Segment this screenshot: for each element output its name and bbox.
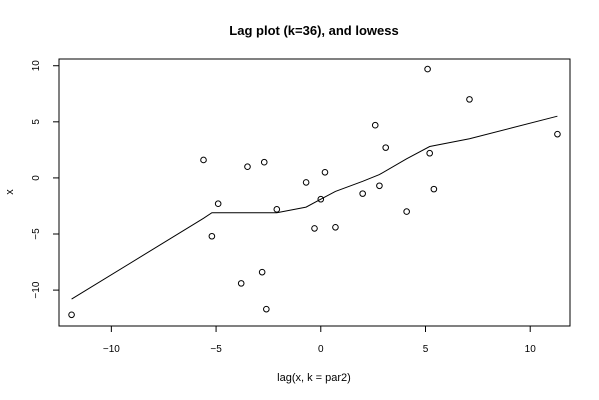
- data-point: [466, 96, 473, 103]
- data-point: [200, 156, 207, 164]
- data-point: [237, 280, 245, 287]
- y-tick-label: 5: [31, 119, 42, 125]
- data-point: [263, 305, 270, 313]
- chart-title: Lag plot (k=36), and lowess: [229, 23, 398, 38]
- lowess-line: [71, 115, 558, 300]
- data-point: [258, 268, 266, 276]
- data-point: [332, 223, 339, 231]
- data-point: [208, 232, 216, 240]
- data-point: [260, 158, 268, 166]
- data-point: [426, 149, 433, 157]
- y-tick-label: 0: [31, 175, 42, 181]
- data-point: [371, 121, 379, 129]
- data-point: [214, 200, 222, 208]
- y-axis: −10 −5 0 5 10: [31, 60, 59, 299]
- data-point: [321, 169, 329, 176]
- data-point: [302, 179, 310, 186]
- data-point: [403, 208, 410, 215]
- y-axis-label: x: [4, 189, 16, 195]
- x-tick-label: −5: [210, 344, 222, 355]
- x-axis-label: lag(x, k = par2): [277, 372, 351, 384]
- y-tick-label: 10: [31, 60, 42, 72]
- data-point: [382, 144, 390, 151]
- plot-frame: [58, 58, 571, 327]
- data-point: [273, 206, 281, 213]
- data-point: [244, 163, 251, 170]
- y-tick-label: −10: [31, 281, 42, 298]
- x-tick-label: 10: [525, 344, 537, 355]
- data-point: [359, 190, 366, 197]
- x-tick-label: 5: [423, 344, 429, 355]
- x-axis: −10 −5 0 5 10: [103, 326, 536, 355]
- data-point: [311, 225, 318, 232]
- scatter-points: [68, 65, 561, 319]
- x-tick-label: −10: [103, 344, 120, 355]
- data-point: [424, 65, 431, 73]
- y-tick-label: −5: [31, 228, 42, 240]
- data-point: [376, 182, 383, 190]
- data-point: [430, 185, 438, 193]
- data-point: [317, 195, 325, 203]
- x-tick-label: 0: [318, 344, 324, 355]
- data-point: [68, 311, 75, 319]
- data-point: [554, 130, 561, 138]
